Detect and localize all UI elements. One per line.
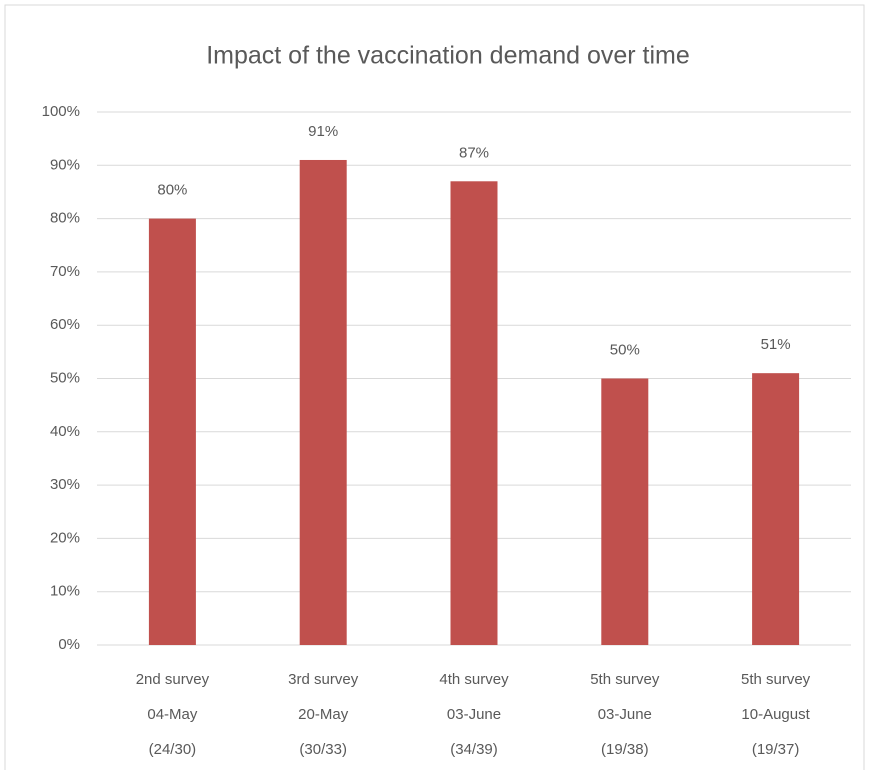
y-tick-label: 60% [50,316,80,333]
x-tick-label: (34/39) [450,741,498,758]
x-tick-label: 10-August [741,706,810,723]
y-tick-label: 90% [50,156,80,173]
x-tick-label: (24/30) [149,741,197,758]
x-tick-label: (19/38) [601,741,649,758]
y-tick-label: 100% [42,103,80,120]
x-tick-label: 5th survey [741,671,811,688]
bar [148,218,196,645]
data-label: 91% [308,123,338,140]
y-tick-label: 40% [50,423,80,440]
chart-title: Impact of the vaccination demand over ti… [206,42,690,70]
chart-border [4,4,865,770]
data-label: 50% [610,341,640,358]
data-label: 80% [157,182,187,199]
x-tick-label: 20-May [298,706,349,723]
y-tick-label: 20% [50,529,80,546]
y-tick-label: 50% [50,369,80,386]
x-tick-label: 04-May [147,706,198,723]
bar [752,373,800,645]
y-tick-label: 80% [50,210,80,227]
y-tick-label: 30% [50,476,80,493]
y-tick-label: 10% [50,583,80,600]
data-label: 87% [459,144,489,161]
x-tick-label: 3rd survey [288,671,359,688]
x-tick-label: 4th survey [439,671,509,688]
x-tick-label: 2nd survey [136,671,210,688]
x-tick-label: (19/37) [752,741,800,758]
bar [450,181,498,646]
y-tick-label: 0% [58,636,80,653]
x-tick-label: 03-June [447,706,501,723]
y-tick-label: 70% [50,263,80,280]
x-tick-label: (30/33) [299,741,347,758]
bar [299,159,347,645]
x-tick-label: 5th survey [590,671,660,688]
x-tick-label: 03-June [598,706,652,723]
bar [601,378,649,645]
data-label: 51% [761,336,791,353]
